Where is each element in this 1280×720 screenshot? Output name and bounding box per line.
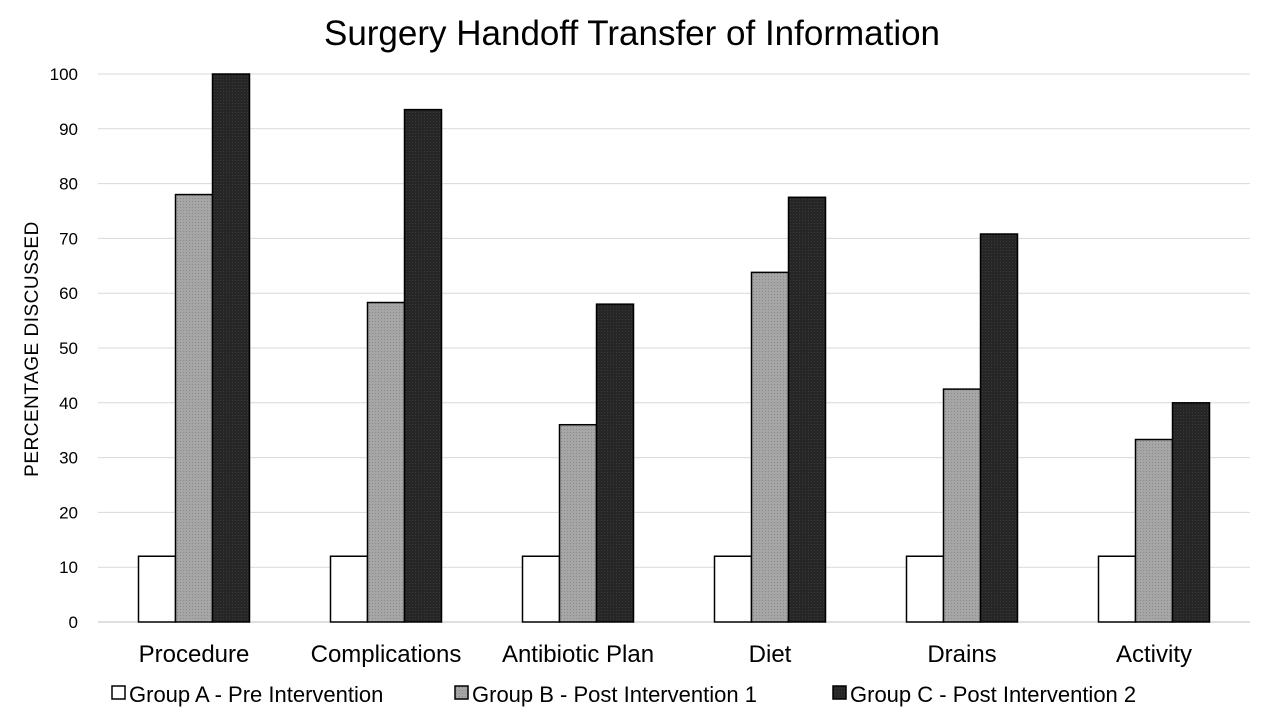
category-label: Diet: [749, 641, 792, 668]
bars: [137, 73, 1211, 623]
category-label: Drains: [927, 641, 996, 668]
y-axis-label: PERCENTAGE DISCUSSED: [22, 221, 43, 477]
y-tick-label: 100: [50, 65, 78, 84]
y-tick-label: 50: [59, 339, 78, 358]
bar: [403, 108, 443, 623]
bar: [905, 555, 945, 623]
y-tick-label: 40: [59, 394, 78, 413]
y-tick-label: 70: [59, 229, 78, 248]
bar: [713, 555, 753, 623]
bar: [558, 423, 598, 623]
legend-swatch: [454, 685, 469, 700]
category-label: Complications: [311, 641, 462, 668]
y-tick-label: 10: [59, 558, 78, 577]
bar: [211, 73, 251, 623]
category-label: Antibiotic Plan: [502, 641, 654, 668]
legend-label: Group B - Post Intervention 1: [472, 682, 757, 707]
bar: [787, 196, 827, 623]
bar: [1171, 402, 1211, 623]
y-tick-labels: 0 10 20 30 40 50 60 70 80 90 100: [50, 65, 78, 632]
category-label: Procedure: [139, 641, 250, 668]
bar: [137, 555, 177, 623]
y-tick-label: 20: [59, 503, 78, 522]
bar: [750, 271, 790, 623]
y-tick-label: 0: [69, 613, 78, 632]
bar: [942, 388, 982, 623]
bar: [521, 555, 561, 623]
category-labels: Procedure Complications Antibiotic Plan Die…: [139, 641, 1192, 668]
bar: [979, 233, 1019, 623]
bar: [595, 303, 635, 623]
chart-title: Surgery Handoff Transfer of Information: [324, 14, 940, 53]
category-label: Activity: [1116, 641, 1192, 668]
y-tick-label: 30: [59, 449, 78, 468]
bar: [174, 193, 214, 623]
legend-swatch: [832, 685, 847, 700]
y-tick-label: 80: [59, 175, 78, 194]
bar: [1097, 555, 1137, 623]
legend: Group A - Pre Intervention Group B - Post…: [111, 682, 1136, 707]
bar: [329, 555, 369, 623]
y-tick-label: 90: [59, 120, 78, 139]
bar: [366, 301, 406, 623]
gridlines: [98, 73, 1250, 623]
bar: [1134, 438, 1174, 623]
y-tick-label: 60: [59, 284, 78, 303]
legend-swatch: [111, 685, 126, 700]
legend-label: Group A - Pre Intervention: [129, 682, 383, 707]
legend-label: Group C - Post Intervention 2: [850, 682, 1136, 707]
